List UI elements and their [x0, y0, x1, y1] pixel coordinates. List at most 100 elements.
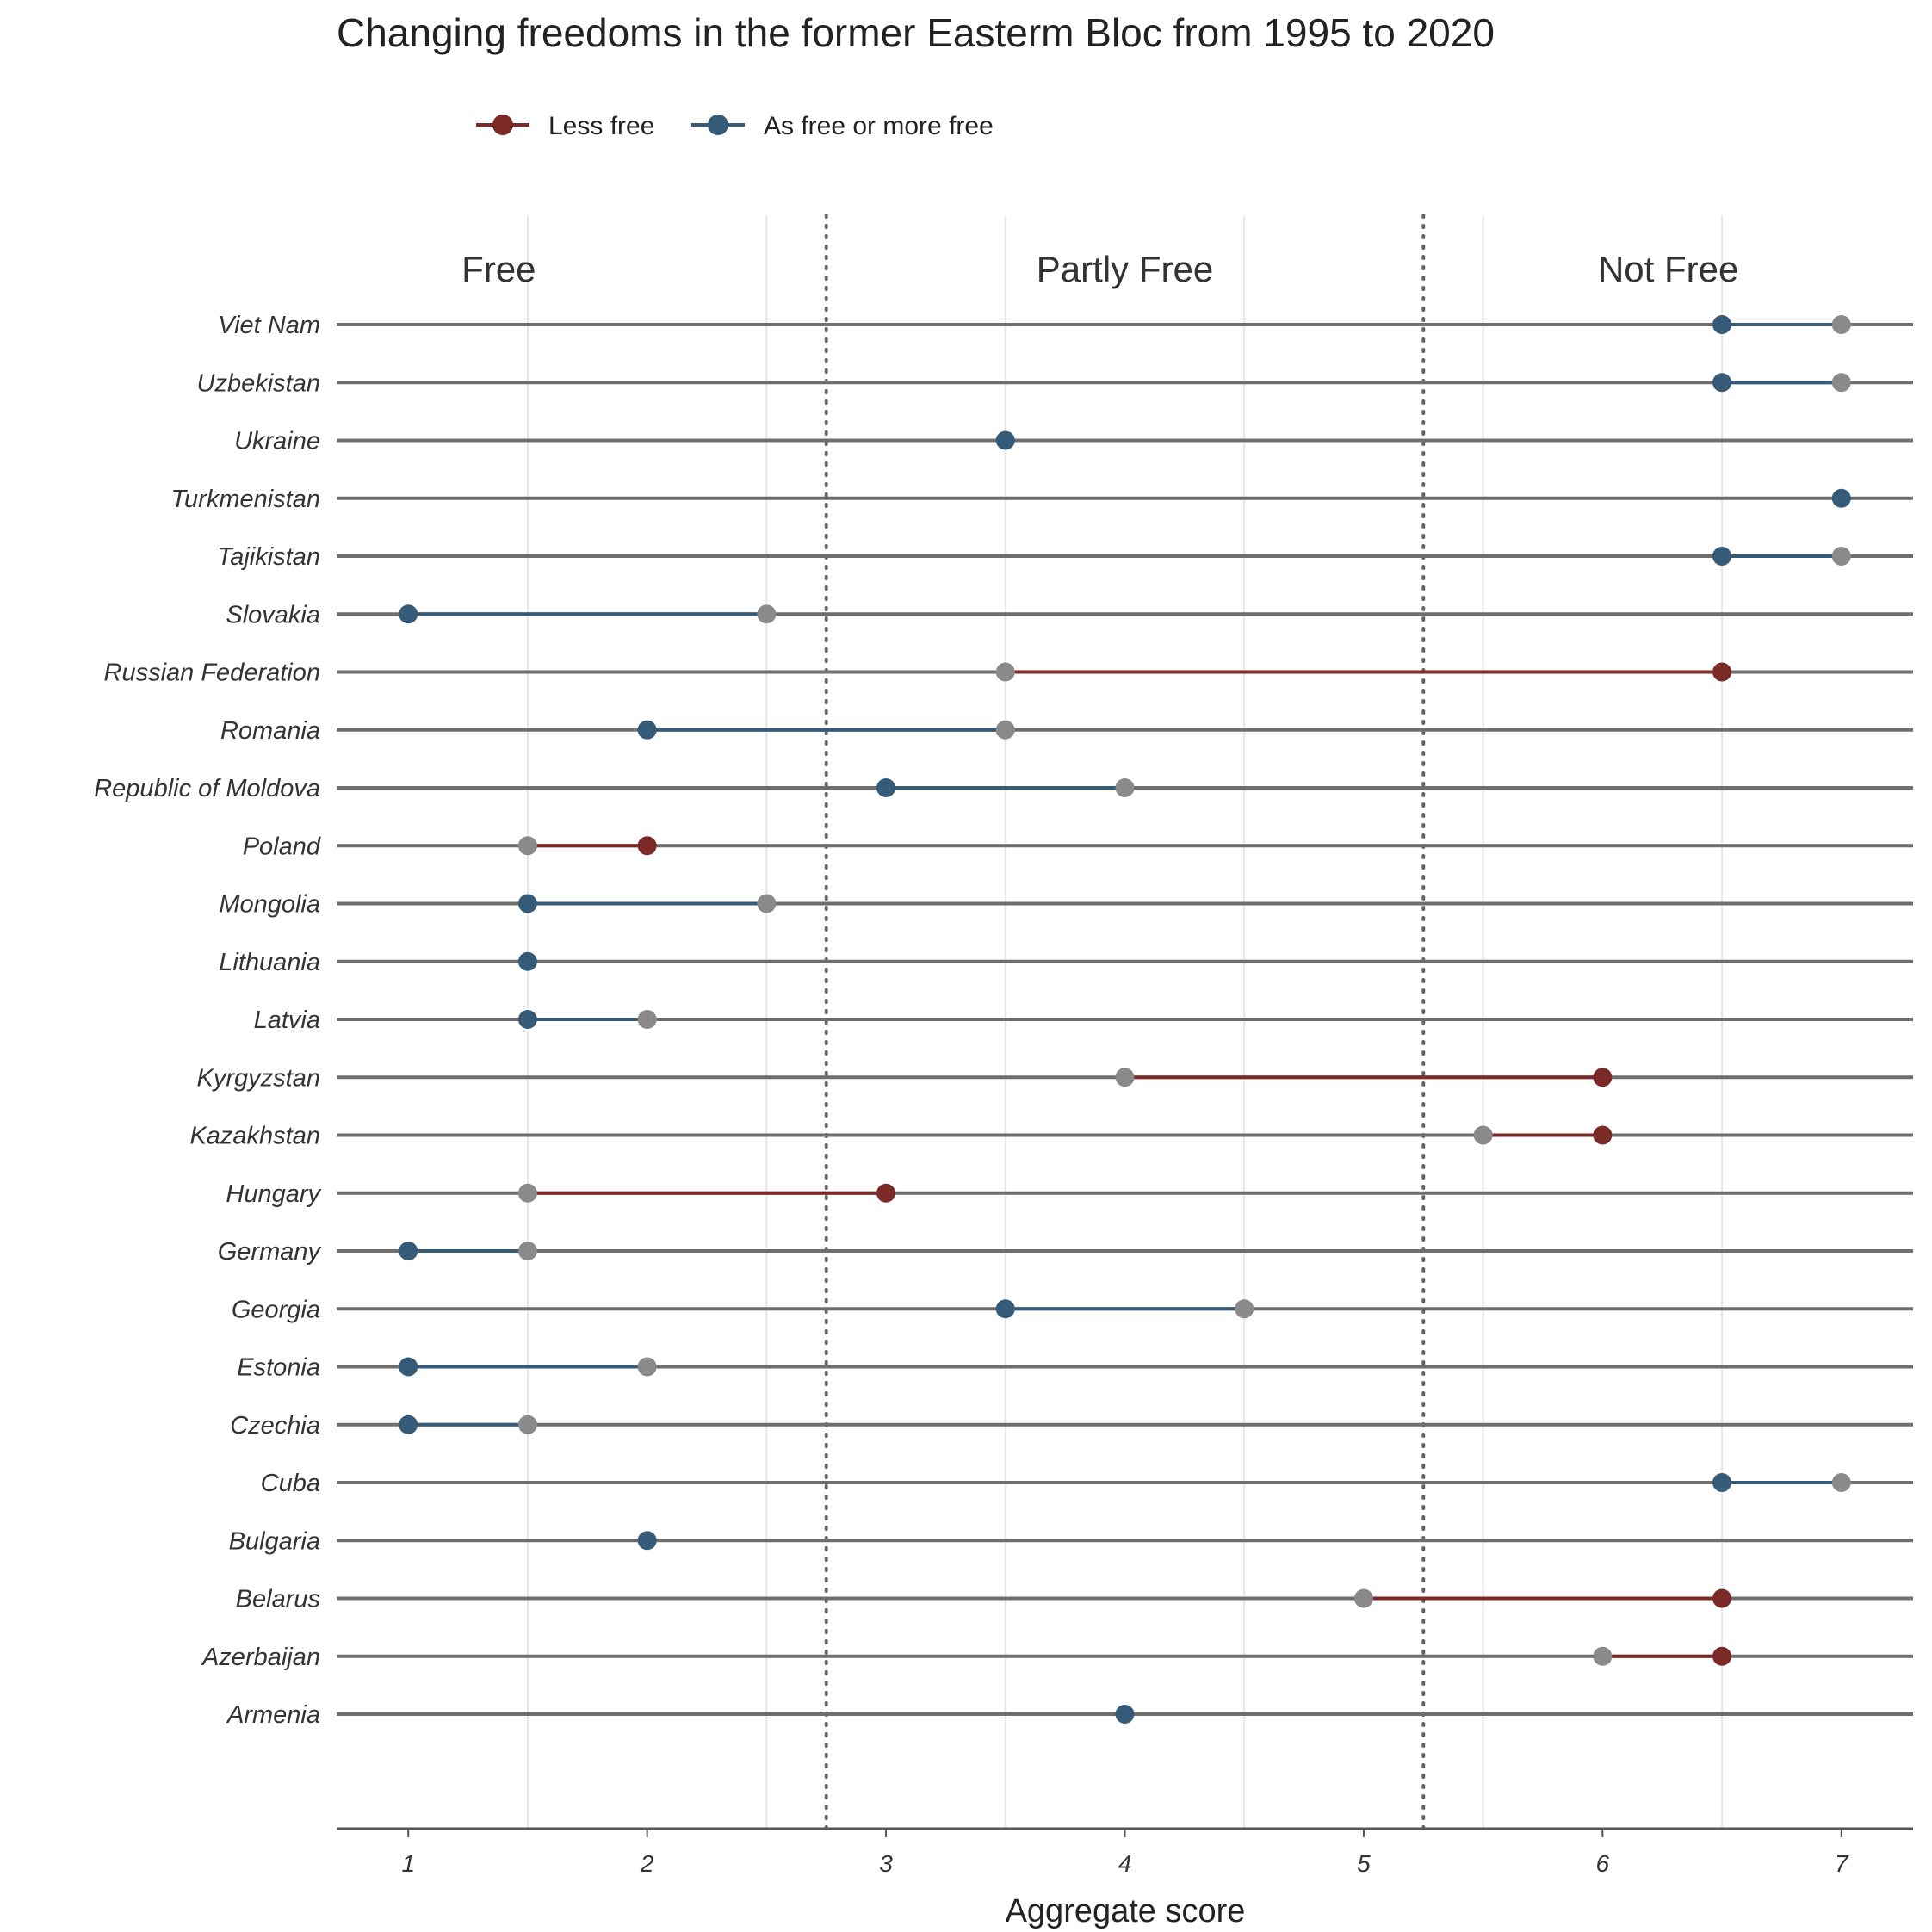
row-cuba: Cuba [261, 1470, 1913, 1497]
point-1995-kazakhstan [1473, 1125, 1493, 1145]
country-label-turkmenistan: Turkmenistan [170, 486, 320, 513]
row-turkmenistan: Turkmenistan [170, 486, 1913, 513]
country-label-romania: Romania [220, 717, 320, 745]
country-label-hungary: Hungary [226, 1180, 321, 1208]
row-armenia: Armenia [226, 1701, 1913, 1729]
country-label-tajikistan: Tajikistan [217, 543, 320, 571]
point-1995-germany [517, 1242, 537, 1260]
legend-label-less-free: Less free [548, 112, 654, 140]
row-czechia: Czechia [230, 1412, 1913, 1440]
legend: Less free As free or more free [476, 112, 994, 140]
x-tick-label-5: 5 [1357, 1850, 1371, 1877]
row-bulgaria: Bulgaria [229, 1527, 1913, 1555]
country-label-cuba: Cuba [261, 1470, 320, 1497]
point-2020-tajikistan [1712, 547, 1732, 566]
country-label-uzbekistan: Uzbekistan [197, 369, 320, 397]
row-hungary: Hungary [226, 1180, 1913, 1208]
point-1995-latvia [637, 1010, 657, 1029]
point-2020-czechia [399, 1415, 418, 1434]
x-tick-label-4: 4 [1118, 1850, 1132, 1877]
chart-title: Changing freedoms in the former Easterm … [337, 10, 1495, 55]
point-1995-estonia [637, 1357, 657, 1377]
x-axis: 1 2 3 4 5 6 7 [337, 1827, 1913, 1877]
point-2020-kazakhstan [1593, 1125, 1613, 1145]
region-label-not-free: Not Free [1598, 249, 1738, 289]
row-romania: Romania [220, 717, 1913, 745]
x-tick-label-1: 1 [401, 1850, 415, 1877]
row-kazakhstan: Kazakhstan [189, 1123, 1913, 1150]
point-2020-lithuania [517, 951, 537, 971]
point-1995-georgia [1235, 1299, 1254, 1319]
row-latvia: Latvia [254, 1006, 1913, 1034]
country-label-slovakia: Slovakia [226, 601, 320, 629]
country-label-viet-nam: Viet Nam [218, 312, 320, 339]
point-1995-kyrgyzstan [1115, 1068, 1135, 1087]
country-label-kazakhstan: Kazakhstan [189, 1123, 320, 1150]
point-1995-azerbaijan [1593, 1646, 1613, 1666]
row-georgia: Georgia [232, 1296, 1913, 1323]
country-rows: Viet Nam Uzbekistan Ukraine Turkmenistan Taj… [94, 312, 1913, 1729]
point-2020-ukraine [995, 430, 1015, 450]
row-viet-nam: Viet Nam [218, 312, 1913, 339]
region-thresholds [824, 214, 1426, 1830]
point-1995-mongolia [757, 894, 777, 913]
point-2020-belarus [1712, 1588, 1732, 1608]
row-estonia: Estonia [237, 1354, 1913, 1382]
point-2020-mongolia [517, 894, 537, 913]
point-2020-azerbaijan [1712, 1646, 1732, 1666]
country-label-estonia: Estonia [237, 1354, 320, 1382]
point-2020-russian-federation [1712, 662, 1732, 682]
legend-label-as-free-or-more-free: As free or more free [764, 112, 994, 140]
country-label-poland: Poland [243, 833, 321, 860]
country-label-belarus: Belarus [236, 1586, 320, 1613]
x-tick-label-2: 2 [640, 1850, 654, 1877]
country-label-republic-of-moldova: Republic of Moldova [94, 775, 320, 802]
point-1995-cuba [1831, 1473, 1851, 1492]
point-2020-bulgaria [637, 1531, 657, 1551]
x-axis-title: Aggregate score [1006, 1893, 1246, 1929]
row-slovakia: Slovakia [226, 601, 1913, 629]
row-azerbaijan: Azerbaijan [201, 1644, 1913, 1671]
point-1995-uzbekistan [1831, 373, 1851, 393]
legend-marker-less-free [492, 115, 513, 135]
country-label-ukraine: Ukraine [234, 428, 320, 455]
point-2020-armenia [1115, 1705, 1135, 1724]
country-label-georgia: Georgia [232, 1296, 320, 1323]
point-1995-slovakia [757, 604, 777, 624]
country-label-russian-federation: Russian Federation [104, 659, 320, 687]
country-label-lithuania: Lithuania [219, 949, 320, 976]
row-ukraine: Ukraine [234, 428, 1913, 455]
country-label-bulgaria: Bulgaria [229, 1527, 320, 1555]
country-label-azerbaijan: Azerbaijan [201, 1644, 320, 1671]
point-2020-kyrgyzstan [1593, 1068, 1613, 1087]
country-label-latvia: Latvia [254, 1006, 320, 1034]
x-tick-label-6: 6 [1596, 1850, 1610, 1877]
point-2020-hungary [876, 1183, 896, 1203]
point-2020-poland [637, 836, 657, 856]
country-label-germany: Germany [218, 1238, 322, 1266]
point-1995-czechia [517, 1415, 537, 1434]
row-republic-of-moldova: Republic of Moldova [94, 775, 1913, 802]
row-uzbekistan: Uzbekistan [197, 369, 1913, 397]
row-tajikistan: Tajikistan [217, 543, 1913, 571]
point-2020-viet-nam [1712, 315, 1732, 334]
legend-marker-as-free-or-more-free [708, 115, 728, 135]
point-1995-russian-federation [995, 662, 1015, 682]
point-2020-turkmenistan [1831, 488, 1851, 508]
point-1995-viet-nam [1831, 315, 1851, 334]
point-2020-uzbekistan [1712, 373, 1732, 393]
point-2020-germany [399, 1242, 418, 1260]
point-1995-romania [995, 720, 1015, 740]
point-2020-latvia [517, 1010, 537, 1029]
row-russian-federation: Russian Federation [104, 659, 1913, 687]
row-mongolia: Mongolia [219, 891, 1913, 919]
row-lithuania: Lithuania [219, 949, 1913, 976]
country-label-armenia: Armenia [226, 1701, 320, 1729]
point-2020-republic-of-moldova [876, 778, 896, 797]
point-1995-poland [517, 836, 537, 856]
region-label-partly-free: Partly Free [1037, 249, 1213, 289]
country-label-kyrgyzstan: Kyrgyzstan [197, 1064, 320, 1092]
point-1995-belarus [1353, 1588, 1373, 1608]
point-2020-georgia [995, 1299, 1015, 1319]
